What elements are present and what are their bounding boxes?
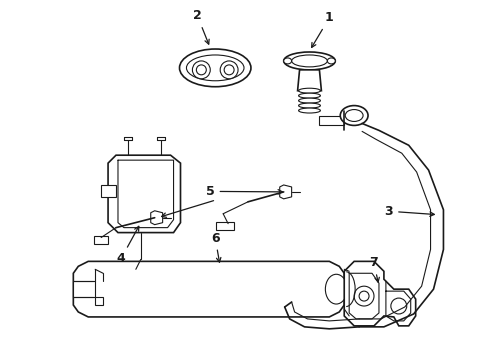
- Polygon shape: [150, 211, 163, 225]
- Polygon shape: [216, 222, 234, 230]
- Polygon shape: [101, 185, 116, 197]
- Text: 3: 3: [384, 205, 433, 218]
- Ellipse shape: [283, 58, 291, 64]
- Polygon shape: [279, 185, 291, 199]
- Circle shape: [224, 65, 234, 75]
- Circle shape: [390, 298, 406, 314]
- Ellipse shape: [283, 52, 335, 70]
- Polygon shape: [129, 269, 142, 279]
- Text: 7: 7: [369, 256, 379, 282]
- Circle shape: [358, 291, 368, 301]
- Polygon shape: [319, 116, 344, 125]
- Polygon shape: [73, 281, 103, 305]
- Ellipse shape: [340, 105, 367, 125]
- Text: 6: 6: [210, 231, 221, 262]
- Polygon shape: [108, 155, 180, 233]
- Ellipse shape: [326, 58, 335, 64]
- Text: 2: 2: [193, 9, 209, 44]
- Ellipse shape: [298, 88, 320, 93]
- Ellipse shape: [186, 55, 244, 81]
- Ellipse shape: [298, 108, 320, 113]
- Ellipse shape: [179, 49, 250, 87]
- Polygon shape: [73, 261, 344, 317]
- Ellipse shape: [298, 98, 320, 103]
- Ellipse shape: [345, 109, 362, 121]
- Polygon shape: [344, 261, 415, 326]
- Circle shape: [353, 286, 373, 306]
- Text: 5: 5: [205, 185, 282, 198]
- Circle shape: [196, 65, 206, 75]
- Ellipse shape: [298, 103, 320, 108]
- Text: 1: 1: [311, 11, 333, 48]
- Text: 4: 4: [116, 226, 139, 265]
- Ellipse shape: [298, 93, 320, 98]
- Circle shape: [192, 61, 210, 79]
- Ellipse shape: [291, 55, 326, 67]
- Circle shape: [220, 61, 238, 79]
- Ellipse shape: [325, 274, 346, 304]
- Polygon shape: [94, 235, 108, 243]
- Polygon shape: [297, 70, 321, 91]
